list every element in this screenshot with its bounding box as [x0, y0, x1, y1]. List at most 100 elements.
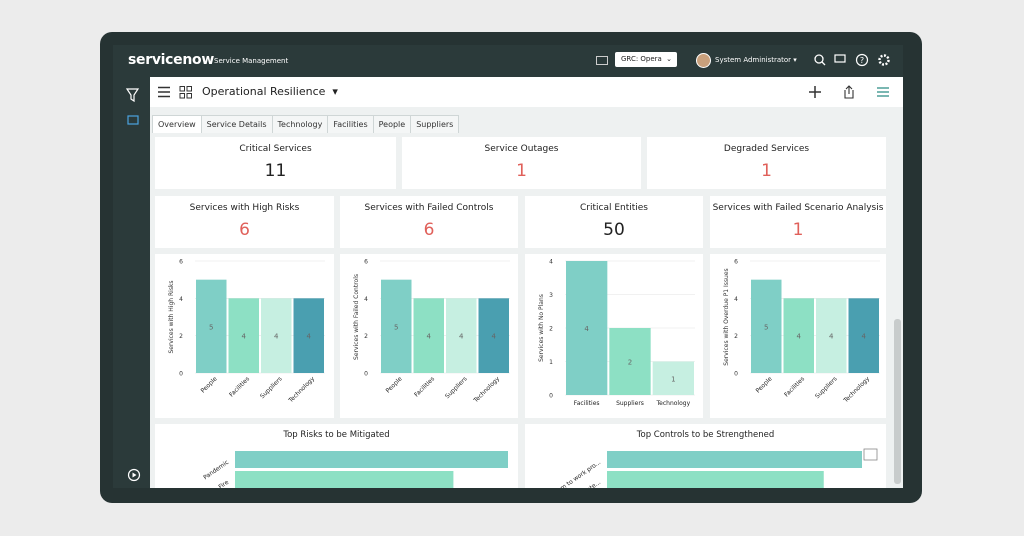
- scrollbar[interactable]: [894, 319, 901, 484]
- tab[interactable]: Facilities: [327, 115, 374, 133]
- scope-select[interactable]: GRC: Opera ⌄: [615, 52, 677, 67]
- kpi-card: Critical Services 11: [155, 137, 396, 189]
- tab[interactable]: Technology: [271, 115, 329, 133]
- y-tick-label: 1: [549, 359, 553, 366]
- chart-card: 0 1 2 3 4 Services with No Plans 4 Facilities 2 S…: [525, 254, 703, 418]
- chart-menu[interactable]: [863, 448, 878, 461]
- x-tick-label: People: [385, 375, 404, 394]
- product: Service Management: [214, 57, 289, 65]
- bar-chart: 0 2 4 6 Services with Overdue P1 Issues 5 Peop…: [723, 259, 880, 405]
- grid-icon[interactable]: [179, 86, 192, 99]
- user-name: System Administrator: [715, 56, 792, 64]
- bar: [293, 298, 324, 373]
- filter-icon[interactable]: [125, 88, 140, 103]
- y-tick-label: 0: [549, 393, 553, 400]
- x-tick-label: Technology: [656, 400, 691, 407]
- share-icon[interactable]: [844, 85, 854, 99]
- chat-icon[interactable]: [834, 54, 846, 63]
- bar: [607, 451, 862, 468]
- tab[interactable]: Service Details: [200, 115, 273, 133]
- title-text: Operational Resilience: [202, 85, 326, 98]
- add-icon[interactable]: [809, 86, 821, 98]
- bar: [235, 471, 454, 488]
- y-tick-label: 2: [179, 333, 183, 340]
- chart-title: Top Risks to be Mitigated: [282, 430, 389, 440]
- kpi-label: Services with Failed Scenario Analysis: [712, 203, 884, 213]
- x-tick-label: Facilities: [228, 375, 251, 398]
- x-tick-label: Suppliers: [444, 375, 469, 400]
- bar: [566, 261, 608, 395]
- bar-value-label: 5: [209, 323, 213, 331]
- y-tick-label: 2: [364, 333, 368, 340]
- x-tick-label: Suppliers: [259, 375, 284, 400]
- tab[interactable]: Overview: [152, 115, 202, 133]
- bar-value-label: 4: [492, 333, 497, 341]
- kpi-value: 1: [516, 161, 527, 181]
- bar: [478, 298, 509, 373]
- y-tick-label: 2: [549, 326, 553, 333]
- x-tick-label: Facilities: [574, 400, 600, 407]
- bar: [607, 471, 824, 488]
- y-axis-label: Services with Failed Controls: [353, 274, 360, 360]
- kpi-value: 11: [264, 161, 287, 181]
- dashboard-icon[interactable]: [127, 115, 139, 125]
- menu-icon[interactable]: [158, 86, 170, 98]
- settings-sliders[interactable]: [877, 87, 889, 97]
- x-tick-label: Facilities: [413, 375, 436, 398]
- kpi-label: Critical Entities: [579, 203, 648, 213]
- header-actions: [809, 85, 889, 99]
- help-icon[interactable]: [855, 53, 869, 67]
- x-tick-label: Suppliers: [814, 375, 839, 400]
- bar-value-label: 4: [829, 333, 834, 341]
- kpi-value: 50: [603, 220, 625, 240]
- kpi-label: Degraded Services: [723, 144, 810, 154]
- bar: [446, 298, 477, 373]
- y-tick-label: 3: [549, 292, 553, 299]
- content: Operational Resilience ▾ Overview Service…: [150, 77, 903, 488]
- kpi-card: Services with High Risks 6: [155, 196, 334, 248]
- y-axis-label: Services with High Risks: [168, 280, 175, 353]
- chart-card: 0 2 4 6 Services with Overdue P1 Issues 5 Peop…: [710, 254, 886, 418]
- kpi-card: Services with Failed Scenario Analysis 1: [710, 196, 886, 248]
- settings-icon[interactable]: [878, 54, 890, 66]
- x-tick-label: Technology: [287, 375, 317, 405]
- y-tick-label: 0: [734, 371, 738, 378]
- y-tick-label: 6: [179, 259, 183, 266]
- window-icon[interactable]: [596, 56, 608, 65]
- dashboard-title[interactable]: Operational Resilience ▾: [202, 85, 338, 98]
- user-menu[interactable]: System Administrator ▾: [715, 56, 797, 64]
- bar: [751, 279, 782, 373]
- x-tick-label: Suppliers: [616, 400, 644, 407]
- tab[interactable]: Suppliers: [410, 115, 460, 133]
- kpi-value: 1: [792, 220, 804, 240]
- bar-value-label: 4: [797, 333, 802, 341]
- y-axis-label: Services with No Plans: [538, 294, 545, 362]
- kpi-label: Critical Services: [239, 144, 312, 154]
- y-tick-label: 4: [179, 296, 183, 303]
- x-tick-label: Technology: [842, 375, 872, 405]
- kpi-card: Degraded Services 1: [647, 137, 886, 189]
- kpi-card: Critical Entities 50: [525, 196, 703, 248]
- bar-value-label: 1: [671, 375, 675, 383]
- y-tick-label: 4: [364, 296, 368, 303]
- y-tick-label: 4: [549, 259, 553, 266]
- bar-value-label: 4: [307, 333, 312, 341]
- search-icon[interactable]: [814, 54, 824, 64]
- bar-value-label: 4: [459, 333, 464, 341]
- x-tick-label: Facilities: [783, 375, 806, 398]
- avatar[interactable]: [696, 53, 711, 68]
- play-icon[interactable]: [127, 468, 141, 482]
- bar: [235, 451, 508, 468]
- bar-chart: 0 2 4 6 Services with High Risks 5 People 4 Faci…: [168, 259, 325, 405]
- side-icons: [125, 88, 140, 125]
- svg-text:?: ?: [860, 56, 864, 65]
- bar: [413, 298, 444, 373]
- tab[interactable]: People: [372, 115, 412, 133]
- y-tick-label: Fire: [217, 479, 230, 488]
- kpi-label: Service Outages: [484, 144, 559, 154]
- bar-value-label: 4: [862, 333, 867, 341]
- y-tick-label: 0: [364, 371, 368, 378]
- kpi-card: Services with Failed Controls 6: [340, 196, 518, 248]
- chart-card: 0 2 4 6 Services with High Risks 5 People 4 Faci…: [155, 254, 334, 418]
- chart-card: 0 2 4 6 Services with Failed Controls 5 People…: [340, 254, 518, 418]
